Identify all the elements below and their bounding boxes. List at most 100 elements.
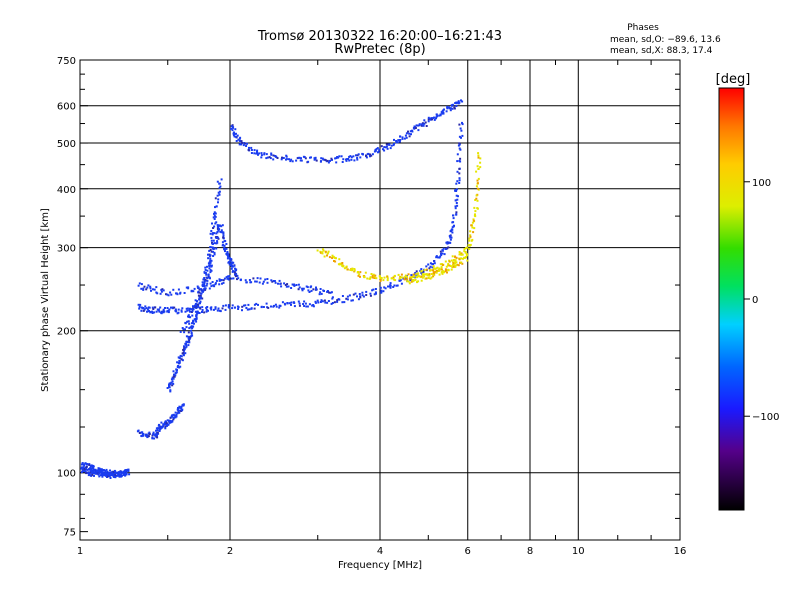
data-point [440,252,442,255]
data-point [147,284,150,287]
data-point [326,254,328,257]
data-point [232,132,235,135]
data-point [176,408,179,411]
data-point [281,301,284,304]
data-point [454,265,457,268]
data-point [207,257,210,260]
data-point [291,283,294,286]
data-point [468,237,471,240]
data-point [185,340,188,343]
data-point [408,132,411,135]
data-point [172,418,175,421]
data-point [328,291,331,294]
data-point [263,153,266,156]
data-point [105,472,108,475]
data-point [412,275,415,278]
data-point [378,148,381,151]
data-point [250,152,253,154]
data-point [361,153,364,156]
data-point [195,313,198,316]
data-point [230,127,232,130]
data-point [265,302,268,305]
data-point [212,246,215,249]
data-point [191,327,194,330]
data-point [213,232,216,235]
data-point [212,227,215,229]
data-point [92,465,95,468]
data-point [216,240,219,243]
data-point [211,281,214,283]
data-point [394,279,397,282]
data-point [405,136,408,139]
data-point [396,284,399,287]
data-point [374,274,377,277]
data-point [219,224,222,227]
data-point [159,292,162,295]
data-point [210,264,213,267]
data-point [447,269,450,272]
data-point [173,306,176,309]
data-point [269,157,272,160]
data-point [386,147,389,150]
data-point [102,471,105,474]
data-point [123,470,126,473]
data-point [265,157,268,160]
data-point [295,284,298,286]
data-point [238,137,241,140]
data-point [255,280,258,283]
data-point [221,244,224,247]
data-point [458,143,461,146]
data-point [112,474,115,477]
data-point [410,274,413,277]
data-point [458,253,461,256]
data-point [389,284,392,287]
data-point [319,291,322,294]
data-point [193,322,195,325]
data-point [369,153,371,156]
data-point [203,311,206,314]
data-point [461,100,464,103]
data-point [457,264,460,267]
data-point [100,474,102,477]
data-point [442,247,445,250]
data-point [220,178,223,181]
data-point [202,290,204,293]
data-point [147,310,150,313]
data-point [449,265,452,267]
data-point [461,121,463,124]
data-point [177,362,180,365]
data-point [392,286,395,288]
data-point [164,425,167,428]
data-point [184,352,187,355]
data-point [454,256,457,259]
data-point [241,309,243,312]
data-point [359,296,362,299]
data-point [411,279,414,282]
data-point [186,309,189,312]
data-point [260,152,263,155]
data-point [225,247,228,250]
data-point [140,287,143,290]
data-point [388,143,391,146]
data-point [429,269,432,272]
data-point [401,137,404,140]
data-point [386,279,389,282]
data-point [400,273,403,276]
data-point [448,235,451,237]
data-point [93,468,96,471]
data-point [428,267,431,270]
data-point [114,475,116,478]
data-point [338,258,341,261]
data-point [222,232,225,235]
data-point [187,335,190,338]
data-point [219,185,222,188]
data-point [357,274,360,277]
data-point [403,278,406,281]
data-point [420,275,423,278]
data-point [196,285,199,288]
data-point [198,288,201,291]
data-point [476,207,479,210]
data-point [348,159,351,162]
data-point [195,316,198,319]
data-point [371,276,374,279]
